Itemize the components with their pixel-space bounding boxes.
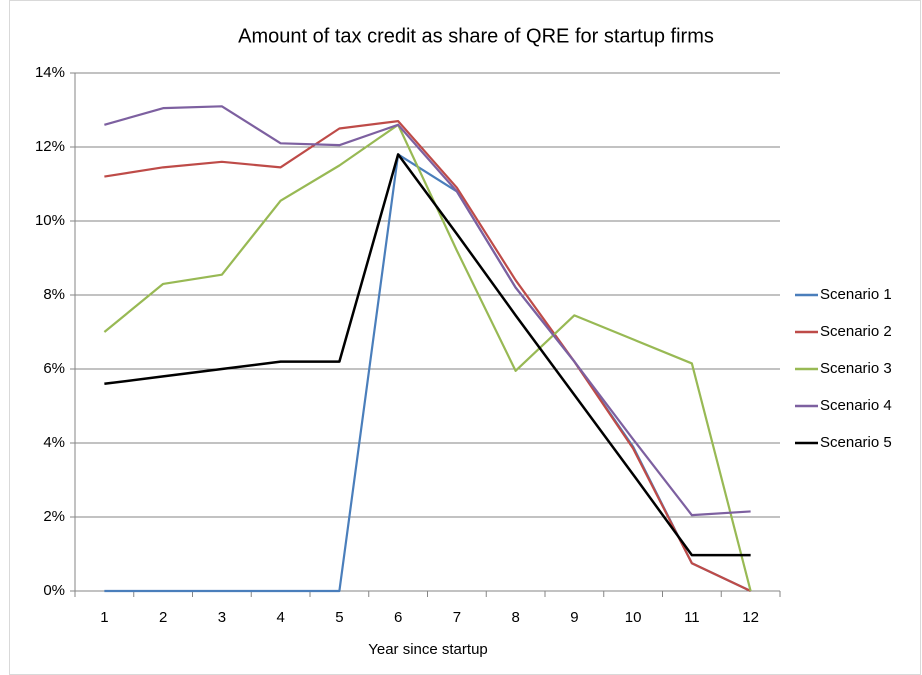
x-tick-label: 11 [684, 609, 700, 626]
series-line [103, 123, 752, 592]
x-tick-label: 5 [335, 609, 343, 626]
legend-label: Scenario 2 [820, 323, 892, 340]
x-tick-label: 7 [453, 609, 461, 626]
y-tick-label: 4% [43, 434, 65, 451]
series-line [104, 120, 752, 592]
x-tick-label: 4 [276, 609, 284, 626]
series-line [104, 105, 751, 517]
x-tick-label: 8 [511, 609, 519, 626]
legend-label: Scenario 4 [820, 397, 892, 414]
chart-frame [9, 0, 921, 675]
y-tick-label: 0% [43, 582, 65, 599]
legend-label: Scenario 1 [820, 286, 892, 303]
series-line [104, 153, 751, 557]
x-axis-label: Year since startup [368, 641, 488, 658]
y-tick-label: 12% [35, 138, 65, 155]
x-tick-label: 1 [100, 609, 108, 626]
legend-label: Scenario 5 [820, 434, 892, 451]
y-tick-label: 14% [35, 64, 65, 81]
y-tick-label: 6% [43, 360, 65, 377]
x-tick-label: 9 [570, 609, 578, 626]
y-tick-label: 8% [43, 286, 65, 303]
chart-title: Amount of tax credit as share of QRE for… [238, 25, 714, 47]
x-tick-label: 10 [625, 609, 642, 626]
y-tick-label: 2% [43, 508, 65, 525]
x-tick-label: 6 [394, 609, 402, 626]
x-tick-label: 3 [218, 609, 226, 626]
x-tick-label: 12 [742, 609, 759, 626]
y-tick-label: 10% [35, 212, 65, 229]
legend-label: Scenario 3 [820, 360, 892, 377]
x-tick-label: 2 [159, 609, 167, 626]
